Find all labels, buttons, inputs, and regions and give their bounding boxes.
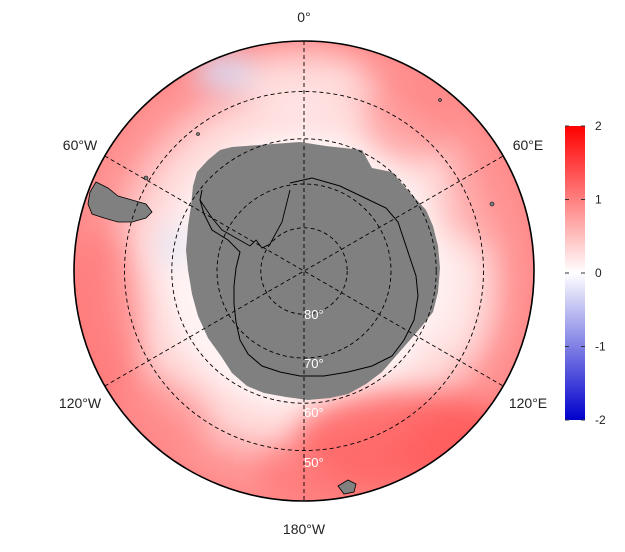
latitude-circle-80	[260, 227, 348, 315]
map-boundary	[73, 40, 535, 502]
island-northeast	[438, 98, 442, 102]
colorbar-tick-label: -1	[595, 340, 606, 354]
lat-label-80: 80°	[304, 307, 324, 322]
island-north	[196, 132, 200, 136]
lat-label-70: 70°	[304, 356, 324, 371]
anomaly-patches	[74, 50, 515, 501]
colorbar-gradient	[565, 126, 585, 420]
island-west	[143, 175, 149, 181]
colorbar-tick-label: 2	[595, 119, 602, 133]
lat-label-50: 50°	[304, 455, 324, 470]
south-america-tip	[87, 181, 153, 223]
latitude-circle-60	[171, 138, 437, 404]
antarctica-land-mask	[186, 142, 440, 400]
anomaly-field	[74, 41, 534, 501]
colorbar-tick-label: 0	[595, 266, 602, 280]
island-east	[489, 201, 495, 207]
graticule	[104, 41, 504, 501]
lon-label-0: 0°	[297, 9, 310, 25]
lon-label-120e: 120°E	[509, 395, 547, 411]
peninsula-coastline	[199, 189, 291, 249]
lon-label-60w: 60°W	[63, 137, 98, 153]
lon-label-60e: 60°E	[513, 137, 544, 153]
lat-label-60: 60°	[304, 405, 324, 420]
colorbar-ticks: 2 1 0 -1 -2	[565, 119, 606, 427]
colorbar-tick-label: 1	[595, 193, 602, 207]
colorbar-tick-label: -2	[595, 413, 606, 427]
colorbar: 2 1 0 -1 -2	[565, 119, 606, 427]
antarctica-coastline	[199, 177, 419, 377]
lon-label-120w: 120°W	[59, 395, 102, 411]
lon-label-180w: 180°W	[283, 521, 326, 537]
island-south	[337, 479, 357, 495]
